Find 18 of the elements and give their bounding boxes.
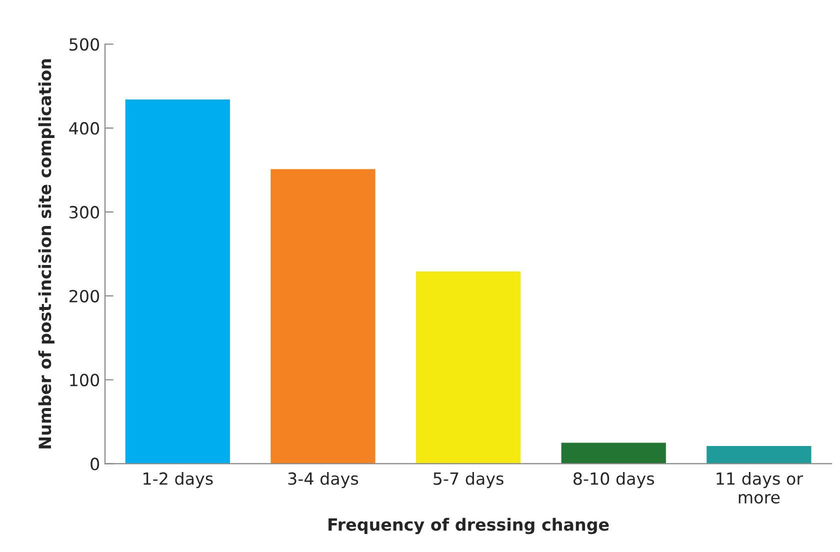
x-tick-label: 3-4 days	[288, 472, 358, 488]
y-tick-label: 500	[70, 38, 100, 51]
bar	[561, 442, 666, 464]
y-tick-label: 0	[90, 458, 100, 470]
bar	[416, 272, 521, 464]
bar	[706, 446, 812, 464]
x-tick-label: 1-2 days	[144, 472, 213, 488]
y-axis-title: Number of post-incision site complication	[38, 59, 54, 448]
y-tick-label: 200	[70, 290, 100, 302]
bar	[270, 169, 376, 464]
x-tick-label: 5-7 days	[434, 472, 504, 488]
y-tick-label: 100	[70, 374, 100, 386]
x-tick-label: 8-10 days	[574, 472, 654, 488]
y-tick-label: 300	[70, 206, 100, 219]
y-tick-label: 400	[69, 122, 100, 135]
bar	[125, 100, 230, 464]
x-axis-title: Frequency of dressing change	[328, 518, 609, 534]
x-tick-label: 11 days or more	[716, 472, 804, 504]
